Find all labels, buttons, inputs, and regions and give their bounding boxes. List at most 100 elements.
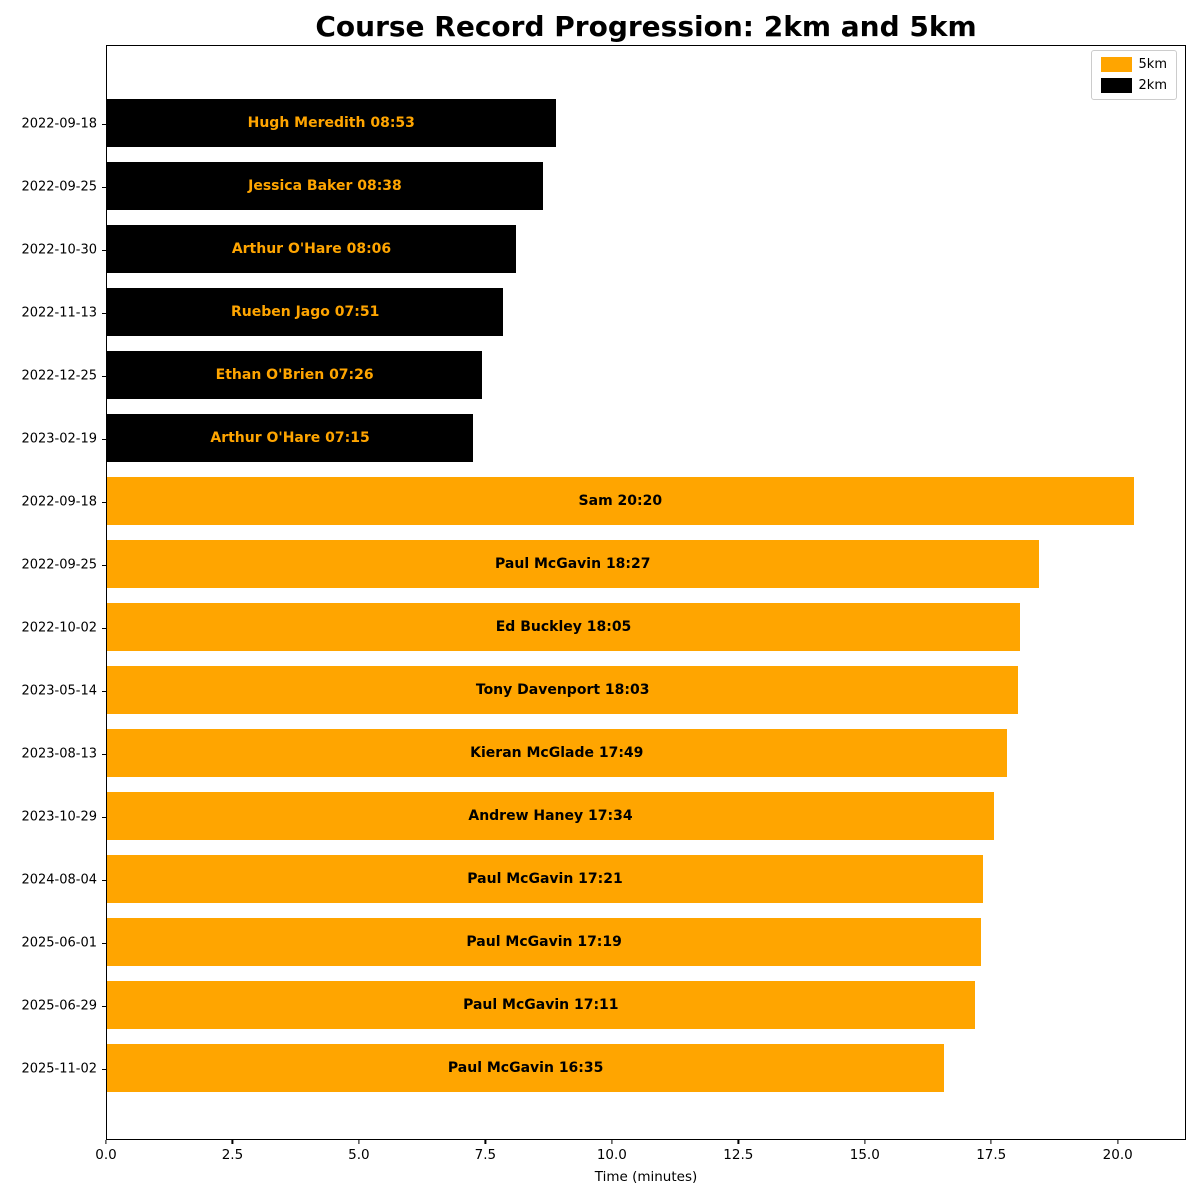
- record-bar-label: Paul McGavin 17:19: [466, 934, 622, 950]
- record-bar-2km: Arthur O'Hare 07:15: [107, 414, 474, 462]
- x-tick-label: 12.5: [723, 1147, 754, 1163]
- record-bar-label: Paul McGavin 17:21: [467, 871, 623, 887]
- bars-container: 2022-09-18 Hugh Meredith 08:53 2022-09-25 J…: [21, 46, 1185, 1139]
- record-bar-label: Jessica Baker 08:38: [248, 178, 402, 194]
- chart-row-5km-8: 2022-10-02 Ed Buckley 18:05: [21, 596, 1185, 659]
- chart-row-5km-7: 2022-09-25 Paul McGavin 18:27: [21, 533, 1185, 596]
- record-bar-5km: Sam 20:20: [107, 477, 1134, 525]
- y-tick-label-date: 2022-09-25: [21, 557, 97, 572]
- y-tick-label-date: 2022-10-30: [21, 242, 97, 257]
- y-tick-mark: [102, 627, 106, 629]
- y-tick-label-date: 2025-06-01: [21, 935, 97, 950]
- chart-row-5km-12: 2024-08-04 Paul McGavin 17:21: [21, 848, 1185, 911]
- record-bar-label: Andrew Haney 17:34: [468, 808, 633, 824]
- y-tick-mark: [102, 942, 106, 944]
- record-bar-5km: Paul McGavin 16:35: [107, 1044, 945, 1092]
- x-tick-mark: [1117, 1140, 1119, 1144]
- record-bar-label: Hugh Meredith 08:53: [247, 115, 415, 131]
- y-tick-mark: [102, 1068, 106, 1070]
- record-bar-label: Kieran McGlade 17:49: [470, 745, 644, 761]
- y-tick-label-date: 2022-10-02: [21, 620, 97, 635]
- record-bar-label: Paul McGavin 17:11: [463, 997, 619, 1013]
- legend-item-2km: 2km: [1100, 78, 1167, 93]
- x-tick-mark: [864, 1140, 866, 1144]
- x-axis-label: Time (minutes): [594, 1169, 698, 1185]
- y-tick-mark: [102, 312, 106, 314]
- record-bar-2km: Rueben Jago 07:51: [107, 288, 504, 336]
- x-tick-label: 2.5: [221, 1147, 244, 1163]
- record-bar-5km: Paul McGavin 17:19: [107, 918, 982, 966]
- x-tick-mark: [231, 1140, 234, 1144]
- y-tick-mark: [102, 690, 106, 692]
- record-bar-label: Paul McGavin 16:35: [447, 1060, 604, 1076]
- y-tick-mark: [102, 753, 106, 755]
- y-tick-label-date: 2022-11-13: [21, 305, 97, 320]
- x-tick-label: 7.5: [474, 1147, 497, 1163]
- y-tick-mark: [102, 879, 106, 881]
- y-tick-label-date: 2022-09-18: [21, 494, 97, 509]
- y-tick-mark: [102, 123, 106, 125]
- chart-row-2km-1: 2022-09-25 Jessica Baker 08:38: [21, 155, 1185, 218]
- y-tick-mark: [102, 564, 106, 566]
- x-tick-mark: [484, 1140, 486, 1144]
- chart-row-2km-3: 2022-11-13 Rueben Jago 07:51: [21, 281, 1185, 344]
- legend-label-2km: 2km: [1138, 78, 1167, 93]
- record-bar-label: Ethan O'Brien 07:26: [215, 367, 374, 383]
- x-axis: 0.0 2.5 5.0 7.5 10.0 12.5 15.0 17.5 20.0: [95, 1140, 1186, 1166]
- legend: 5km 2km: [1090, 50, 1177, 100]
- record-bar-5km: Andrew Haney 17:34: [107, 792, 994, 840]
- chart-row-5km-13: 2025-06-01 Paul McGavin 17:19: [21, 911, 1185, 974]
- record-bar-label: Ed Buckley 18:05: [495, 619, 632, 635]
- chart-row-2km-4: 2022-12-25 Ethan O'Brien 07:26: [21, 344, 1185, 407]
- chart-row-5km-10: 2023-08-13 Kieran McGlade 17:49: [21, 722, 1185, 785]
- chart-title: Course Record Progression: 2km and 5km: [315, 10, 977, 43]
- x-tick-mark: [737, 1140, 739, 1144]
- record-bar-5km: Tony Davenport 18:03: [107, 666, 1019, 714]
- x-tick-mark: [358, 1140, 360, 1144]
- y-tick-label-date: 2024-08-04: [21, 872, 97, 887]
- y-tick-label-date: 2025-11-02: [21, 1061, 97, 1076]
- legend-swatch-2km: [1100, 78, 1132, 93]
- y-tick-mark: [102, 816, 106, 818]
- x-tick-mark: [990, 1140, 992, 1144]
- record-bar-5km: Kieran McGlade 17:49: [107, 729, 1007, 777]
- record-bar-5km: Ed Buckley 18:05: [107, 603, 1021, 651]
- y-tick-label-date: 2022-09-18: [21, 116, 97, 131]
- chart-row-5km-11: 2023-10-29 Andrew Haney 17:34: [21, 785, 1185, 848]
- y-tick-label-date: 2023-02-19: [21, 431, 97, 446]
- record-bar-2km: Arthur O'Hare 08:06: [107, 225, 516, 273]
- legend-item-5km: 5km: [1100, 57, 1167, 72]
- y-tick-mark: [102, 501, 106, 503]
- record-bar-label: Arthur O'Hare 08:06: [231, 241, 392, 257]
- y-tick-label-date: 2023-05-14: [21, 683, 97, 698]
- record-bar-label: Sam 20:20: [578, 493, 663, 509]
- record-bar-5km: Paul McGavin 17:21: [107, 855, 984, 903]
- y-tick-mark: [102, 249, 106, 251]
- record-bar-2km: Ethan O'Brien 07:26: [107, 351, 483, 399]
- record-bar-2km: Hugh Meredith 08:53: [107, 99, 556, 147]
- record-bar-label: Rueben Jago 07:51: [231, 304, 380, 320]
- x-tick-mark: [105, 1140, 107, 1144]
- record-bar-5km: Paul McGavin 18:27: [107, 540, 1039, 588]
- y-tick-mark: [102, 375, 106, 377]
- legend-swatch-5km: [1100, 57, 1132, 72]
- x-tick-mark: [611, 1140, 613, 1144]
- chart-row-5km-14: 2025-06-29 Paul McGavin 17:11: [21, 974, 1185, 1037]
- record-bar-label: Tony Davenport 18:03: [475, 682, 650, 698]
- y-tick-mark: [102, 186, 106, 188]
- y-tick-mark: [102, 438, 106, 440]
- x-tick-label: 10.0: [596, 1147, 627, 1163]
- x-tick-label: 0.0: [95, 1147, 117, 1163]
- plot-area: 2022-09-18 Hugh Meredith 08:53 2022-09-25 J…: [21, 45, 1186, 1140]
- chart-row-5km-9: 2023-05-14 Tony Davenport 18:03: [21, 659, 1185, 722]
- y-tick-label-date: 2022-12-25: [21, 368, 97, 383]
- record-bar-5km: Paul McGavin 17:11: [107, 981, 975, 1029]
- x-tick-label: 17.5: [976, 1147, 1007, 1163]
- record-bar-label: Arthur O'Hare 07:15: [210, 430, 370, 446]
- record-bar-2km: Jessica Baker 08:38: [107, 162, 543, 210]
- chart-row-5km-15: 2025-11-02 Paul McGavin 16:35: [21, 1037, 1185, 1100]
- y-tick-label-date: 2023-08-13: [21, 746, 97, 761]
- record-bar-label: Paul McGavin 18:27: [495, 556, 651, 572]
- x-tick-label: 15.0: [849, 1147, 880, 1163]
